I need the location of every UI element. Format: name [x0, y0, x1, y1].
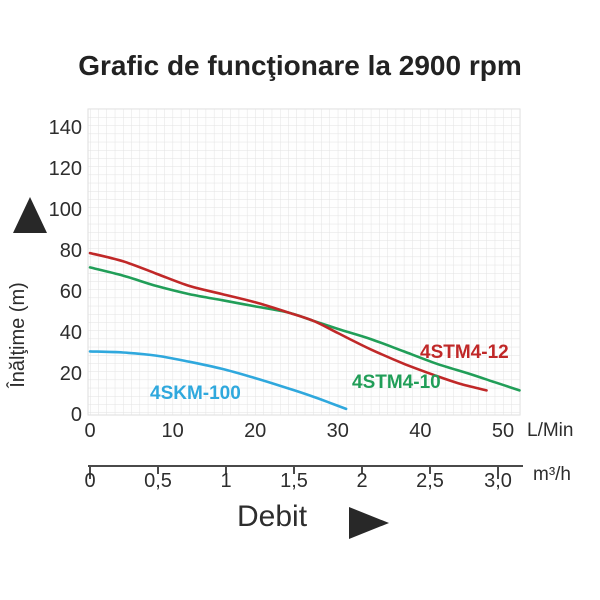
x-tick-lmin-50: 50 [491, 420, 515, 442]
x-axis-arrow-right-icon [349, 507, 389, 539]
x-tick-m3h-1_5: 1,5 [280, 470, 308, 492]
y-tick-100: 100 [48, 199, 82, 221]
lmin-unit-label: L/Min [527, 420, 574, 441]
curve-4skm-100 [88, 350, 348, 411]
x-tick-m3h-0_5: 0,5 [144, 470, 172, 492]
m3h-unit-label: m³/h [533, 464, 571, 485]
x-tick-lmin-30: 30 [326, 420, 349, 442]
y-tick-60: 60 [59, 281, 82, 303]
y-tick-140: 140 [48, 117, 82, 139]
x-tick-lmin-40: 40 [409, 420, 432, 442]
y-axis-arrow-up-icon [13, 197, 47, 233]
x-tick-m3h-1: 1 [220, 470, 232, 492]
curve-group [88, 251, 521, 411]
chart-title: Grafic de funcţionare la 2900 rpm [78, 50, 522, 81]
y-tick-120: 120 [48, 158, 82, 180]
x-tick-m3h-2: 2 [356, 470, 368, 492]
x-tick-m3h-3_0: 3,0 [484, 470, 512, 492]
y-tick-20: 20 [59, 363, 82, 385]
x-tick-lmin-20: 20 [244, 420, 267, 442]
series-label-4stm4-12: 4STM4-12 [420, 342, 509, 363]
secondary-axis-line [88, 465, 523, 479]
x-tick-lmin-10: 10 [161, 420, 184, 442]
series-label-4skm-100: 4SKM-100 [150, 383, 241, 404]
plot-grid [88, 109, 520, 415]
x-tick-m3h-0: 0 [84, 470, 96, 492]
y-tick-40: 40 [59, 322, 82, 344]
x-tick-lmin-0: 0 [84, 420, 96, 442]
x-tick-m3h-2_5: 2,5 [416, 470, 444, 492]
x-axis-title: Debit [237, 500, 308, 533]
y-tick-0: 0 [70, 404, 82, 426]
y-tick-80: 80 [59, 240, 82, 262]
series-label-4stm4-10: 4STM4-10 [352, 372, 441, 393]
curve-4stm4-12 [88, 251, 488, 392]
